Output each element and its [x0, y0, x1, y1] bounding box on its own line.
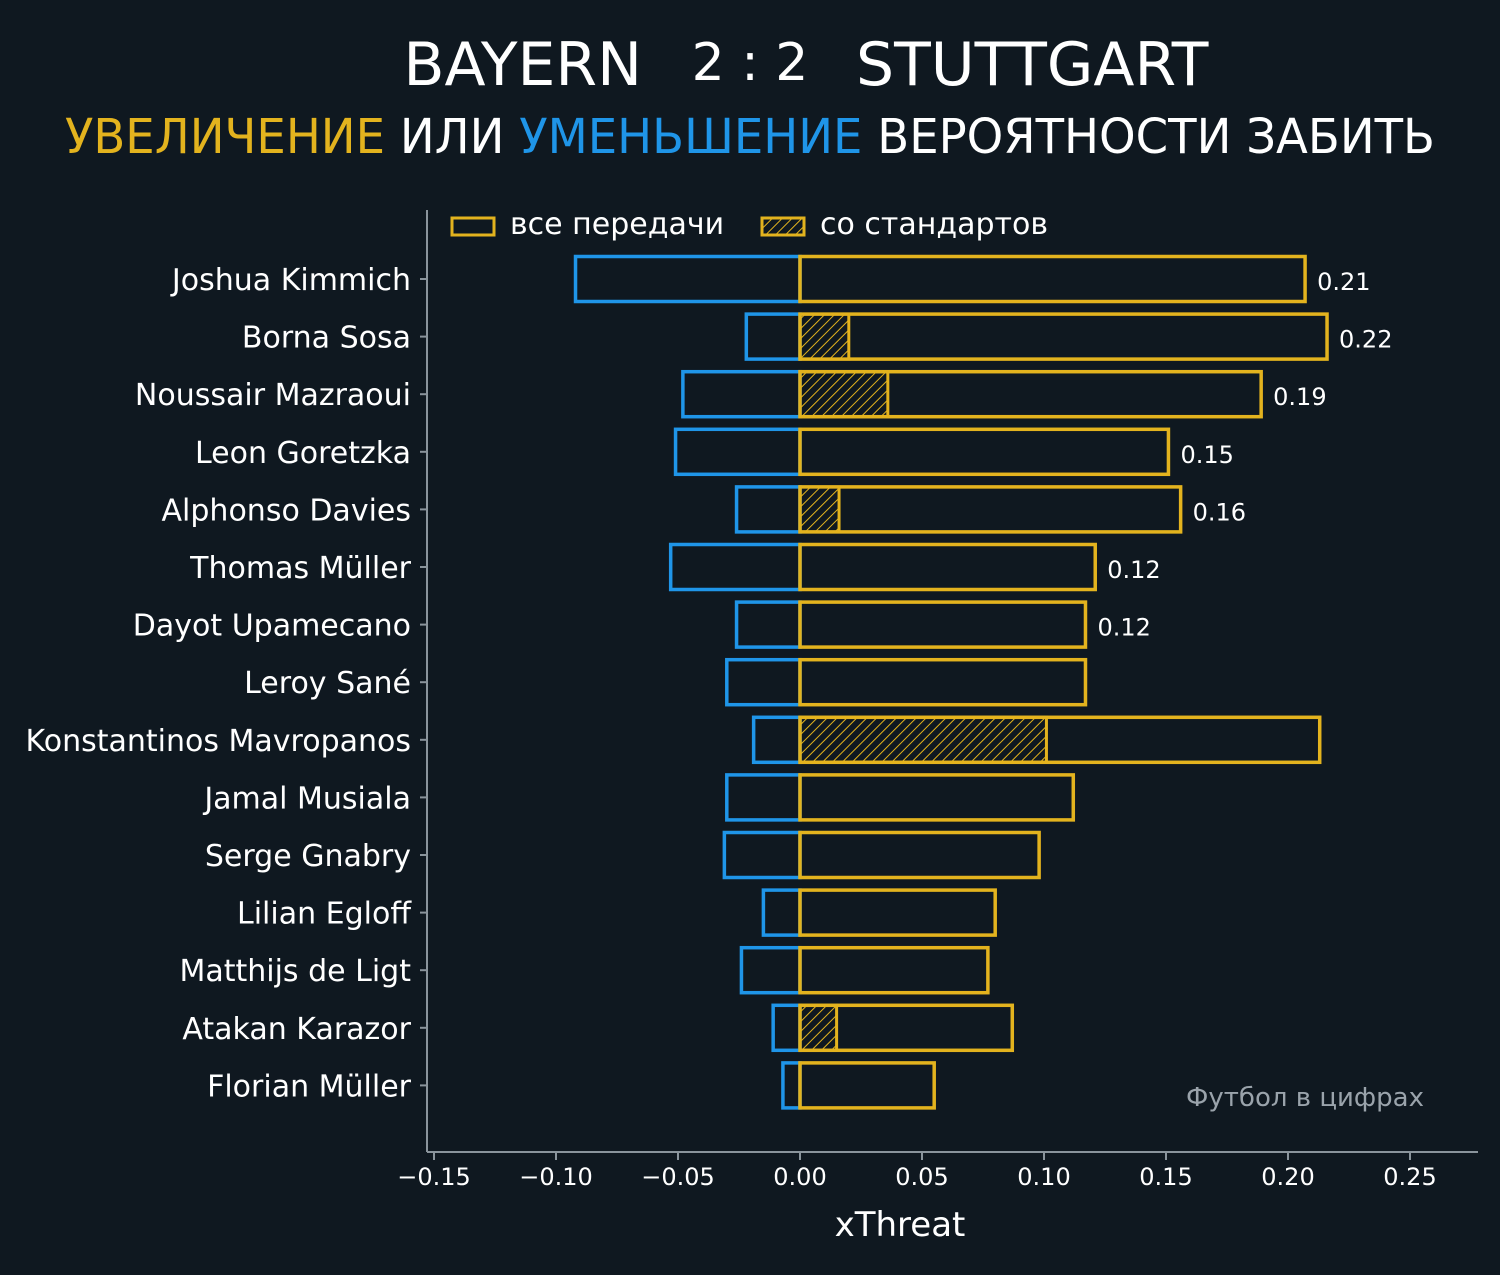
- bar-positive: [798, 1003, 1015, 1053]
- legend-set-pieces-label: со стандартов: [820, 207, 1048, 242]
- bar-positive: [798, 312, 1329, 361]
- title-home-team: BAYERN: [403, 30, 642, 100]
- x-tick-label: 0.15: [1139, 1163, 1192, 1191]
- bar-positive: [798, 254, 1307, 304]
- x-tick-label: −0.10: [519, 1163, 593, 1191]
- bar-set-pieces: [798, 1003, 839, 1052]
- x-tick-label: 0.20: [1261, 1163, 1314, 1191]
- legend-all-passes-swatch: [450, 216, 496, 237]
- y-tick-label: Dayot Upamecano: [133, 609, 411, 644]
- subtitle-increase: УВЕЛИЧЕНИЕ: [65, 109, 385, 165]
- x-ticks-group: −0.15 −0.10 −0.05 0.00 0.05 0.10 0.15 0.20 0.25: [397, 1152, 1437, 1191]
- y-tick-label: Alphonso Davies: [162, 493, 411, 528]
- bar-positive: [798, 542, 1097, 592]
- bar-value-label: 0.22: [1339, 326, 1392, 354]
- bars-group: 0.21 0.22 0.19 0.15 0.16 0.12 0.12: [573, 254, 1392, 1110]
- subtitle: УВЕЛИЧЕНИЕ ИЛИ УМЕНЬШЕНИЕ ВЕРОЯТНОСТИ ЗА…: [65, 109, 1435, 165]
- title-away-team: STUTTGART: [856, 30, 1209, 100]
- bar-positive: [798, 888, 997, 937]
- bar-positive: [798, 1061, 936, 1110]
- bar-positive: [798, 600, 1088, 649]
- y-tick-label: Lilian Egloff: [237, 897, 412, 932]
- watermark: Футбол в цифрах: [1186, 1083, 1424, 1113]
- bar-positive: [798, 427, 1171, 477]
- subtitle-or: ИЛИ: [385, 109, 519, 165]
- legend-all-passes-label: все передачи: [510, 207, 724, 242]
- y-tick-label: Matthijs de Ligt: [179, 954, 411, 989]
- x-tick-label: 0.10: [1017, 1163, 1070, 1191]
- bar-set-pieces: [798, 312, 851, 361]
- y-tick-label: Serge Gnabry: [205, 839, 411, 874]
- x-tick-label: 0.25: [1383, 1163, 1436, 1191]
- bar-set-pieces: [798, 485, 841, 534]
- bar-positive: [798, 369, 1263, 419]
- bar-positive: [798, 485, 1183, 534]
- bar-set-pieces: [798, 715, 1048, 764]
- bar-positive: [798, 830, 1041, 880]
- x-tick-label: 0.00: [773, 1163, 826, 1191]
- bar-value-label: 0.12: [1107, 556, 1160, 584]
- subtitle-rest: ВЕРОЯТНОСТИ ЗАБИТЬ: [862, 109, 1435, 165]
- legend-set-pieces-swatch: [760, 216, 806, 237]
- y-tick-label: Konstantinos Mavropanos: [26, 724, 411, 759]
- y-tick-label: Jamal Musiala: [202, 781, 411, 816]
- x-tick-label: −0.15: [397, 1163, 471, 1191]
- y-tick-label: Atakan Karazor: [182, 1012, 411, 1047]
- x-tick-label: 0.05: [895, 1163, 948, 1191]
- bar-set-pieces: [798, 370, 890, 419]
- bar-value-label: 0.15: [1180, 441, 1233, 469]
- x-axis-label: xThreat: [835, 1205, 966, 1245]
- y-tick-label: Leon Goretzka: [195, 436, 411, 471]
- y-tick-label: Borna Sosa: [242, 321, 411, 356]
- bar-positive: [798, 657, 1088, 707]
- bar-value-label: 0.16: [1193, 498, 1246, 526]
- legend: все передачи со стандартов: [450, 207, 1048, 242]
- bar-value-label: 0.19: [1273, 383, 1326, 411]
- y-ticks-group: Joshua Kimmich Borna Sosa Noussair Mazraou…: [26, 263, 427, 1104]
- bar-value-label: 0.12: [1097, 614, 1150, 642]
- x-tick-label: −0.05: [641, 1163, 715, 1191]
- title-score: 2 : 2: [692, 33, 809, 93]
- y-tick-label: Thomas Müller: [189, 551, 411, 586]
- bar-positive: [798, 945, 990, 995]
- y-tick-label: Leroy Sané: [244, 666, 411, 701]
- subtitle-decrease: УМЕНЬШЕНИЕ: [519, 109, 862, 165]
- y-tick-label: Joshua Kimmich: [170, 263, 411, 298]
- bar-positive: [798, 773, 1076, 822]
- bar-positive: [798, 715, 1322, 765]
- bar-value-label: 0.21: [1317, 268, 1370, 296]
- y-tick-label: Noussair Mazraoui: [135, 378, 411, 413]
- y-tick-label: Florian Müller: [207, 1069, 412, 1104]
